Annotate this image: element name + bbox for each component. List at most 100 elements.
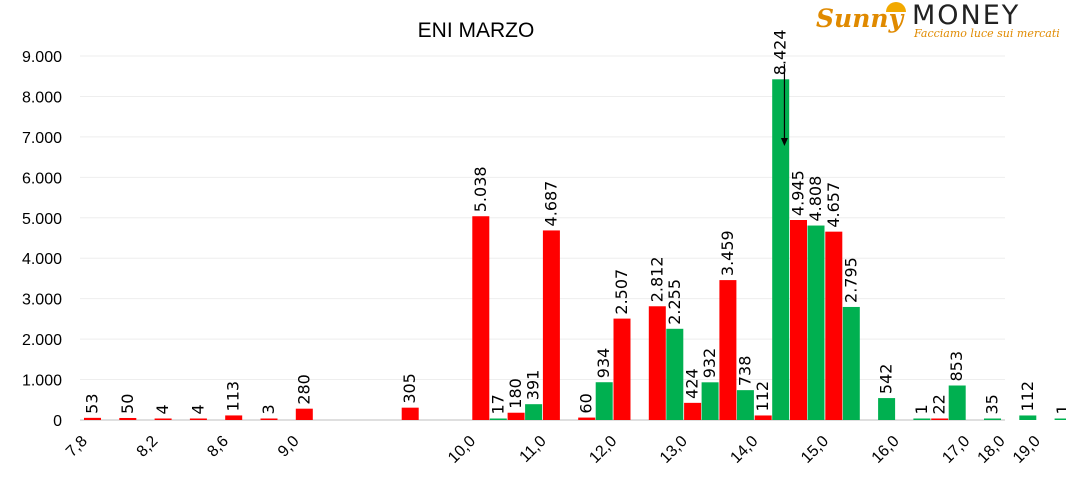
- bar-red-11-5: [578, 417, 596, 420]
- data-labels: 53 50 4 4 113 3 280 305 5.038 180 4.687 60 2.507 2.81…: [83, 29, 1066, 414]
- data-label: 5.038: [471, 166, 490, 212]
- data-label: 17: [488, 394, 507, 414]
- x-tick-label: 16,0: [869, 433, 903, 467]
- data-label: 542: [877, 364, 896, 395]
- data-label: 35: [983, 394, 1002, 414]
- bar-green-12-5: [666, 328, 684, 420]
- logo-tagline: Facciamo luce sui mercati: [914, 27, 1060, 40]
- bar-red-14-0: [754, 415, 772, 420]
- y-tick-label: 0: [53, 413, 62, 430]
- x-tick-label: 17,0: [939, 433, 973, 467]
- bar-red-12-0: [613, 318, 631, 420]
- bar-red-8-4: [189, 418, 207, 420]
- annotations: [780, 64, 788, 146]
- bar-red-16-5: [931, 418, 949, 420]
- data-label: 1: [1053, 404, 1066, 414]
- data-label: 934: [594, 348, 613, 379]
- data-label: 22: [930, 394, 949, 414]
- data-label: 50: [118, 394, 137, 414]
- data-label: 3.459: [718, 230, 737, 276]
- bar-red-11-0: [542, 230, 560, 420]
- x-tick-label: 13,0: [657, 433, 691, 467]
- data-label: 853: [947, 351, 966, 382]
- y-tick-label: 6.000: [22, 170, 62, 187]
- sun-icon: [886, 2, 906, 12]
- bar-green-14-0: [772, 79, 790, 421]
- x-tick-label: 8,6: [204, 433, 232, 461]
- x-tick-label: 14,0: [727, 433, 761, 467]
- bar-red-9-6: [401, 407, 419, 420]
- bar-green-16-5: [948, 385, 966, 420]
- y-tick-label: 9.000: [22, 49, 62, 66]
- bar-red-7-8: [84, 417, 101, 420]
- data-label: 4.945: [789, 170, 808, 216]
- y-tick-label: 4.000: [22, 251, 62, 268]
- bar-green-17-0: [984, 418, 1001, 420]
- data-label: 280: [294, 374, 313, 405]
- data-label: 305: [400, 373, 419, 404]
- data-label: 2.795: [841, 257, 860, 303]
- bar-red-13-5: [719, 280, 737, 420]
- bar-red-8-8: [260, 418, 278, 420]
- data-label: 4: [153, 404, 172, 414]
- bar-red-12-5: [648, 306, 666, 420]
- y-tick-label: 3.000: [22, 292, 62, 309]
- bar-red-13-0: [684, 402, 702, 420]
- bar-red-8-0: [119, 417, 137, 420]
- bar-red-8-6: [225, 415, 243, 420]
- bar-red-15-0: [825, 231, 843, 420]
- bar-red-10-5: [507, 412, 525, 420]
- data-label: 53: [83, 393, 102, 413]
- logo-sunny-text: Sunny: [816, 4, 904, 33]
- bar-green-14-5: [807, 225, 825, 420]
- bar-green-16-0: [913, 418, 931, 420]
- x-tick-label: 10,0: [445, 433, 479, 467]
- x-tick-label: 11,0: [517, 433, 550, 466]
- data-label: 4.808: [806, 176, 825, 222]
- sunny-money-logo: Sunny MONEY Facciamo luce sui mercati: [812, 0, 1060, 44]
- y-tick-label: 1.000: [22, 373, 62, 390]
- bar-red-10-0: [472, 216, 490, 420]
- y-tick-label: 5.000: [22, 211, 62, 228]
- data-label: 4: [188, 404, 207, 414]
- data-label: 180: [506, 378, 525, 409]
- data-label: 424: [683, 368, 702, 399]
- x-tick-label: 9,0: [275, 433, 303, 461]
- data-label: 3: [259, 404, 278, 414]
- data-label: 738: [735, 356, 754, 387]
- y-axis-ticks: 0 1.000 2.000 3.000 4.000 5.000 6.000 7.000 8.00…: [22, 49, 62, 430]
- bars: [84, 79, 1066, 421]
- bar-green-10-5: [525, 404, 543, 420]
- annotation-arrow-head: [780, 137, 788, 146]
- x-tick-label: 7,8: [63, 433, 91, 461]
- gridlines: [80, 55, 1005, 421]
- data-label: 932: [700, 348, 719, 379]
- data-label: 2.812: [647, 256, 666, 302]
- data-label: 2.255: [665, 279, 684, 325]
- data-label: 2.507: [612, 269, 631, 315]
- x-tick-label: 19,0: [1010, 433, 1044, 467]
- y-tick-label: 7.000: [22, 130, 62, 147]
- bar-red-14-5: [790, 220, 807, 420]
- bar-green-19-0: [1054, 418, 1066, 420]
- bar-green-11-5: [595, 382, 613, 420]
- data-label: 4.657: [824, 182, 843, 228]
- x-tick-label: 18,0: [975, 433, 1009, 467]
- data-label: 391: [524, 370, 543, 401]
- data-label: 60: [577, 393, 596, 413]
- y-tick-label: 2.000: [22, 332, 62, 349]
- chart-title: ENI MARZO: [418, 19, 535, 42]
- data-label: 1: [912, 404, 931, 414]
- data-label: 112: [1018, 381, 1037, 412]
- x-axis-ticks: 7,8 8,2 8,6 9,0 10,0 11,0 12,0 13,0 14,0 15,0 16,0…: [63, 433, 1044, 467]
- bar-green-10-0: [489, 418, 507, 420]
- bar-green-18-0: [1019, 415, 1037, 420]
- bar-green-15-0: [842, 306, 860, 420]
- bar-green-13-0: [701, 382, 719, 420]
- bar-red-9-0: [295, 408, 313, 420]
- bar-red-8-2: [154, 418, 172, 420]
- data-label: 4.687: [541, 181, 560, 227]
- data-label: 113: [224, 381, 243, 412]
- y-tick-label: 8.000: [22, 89, 62, 106]
